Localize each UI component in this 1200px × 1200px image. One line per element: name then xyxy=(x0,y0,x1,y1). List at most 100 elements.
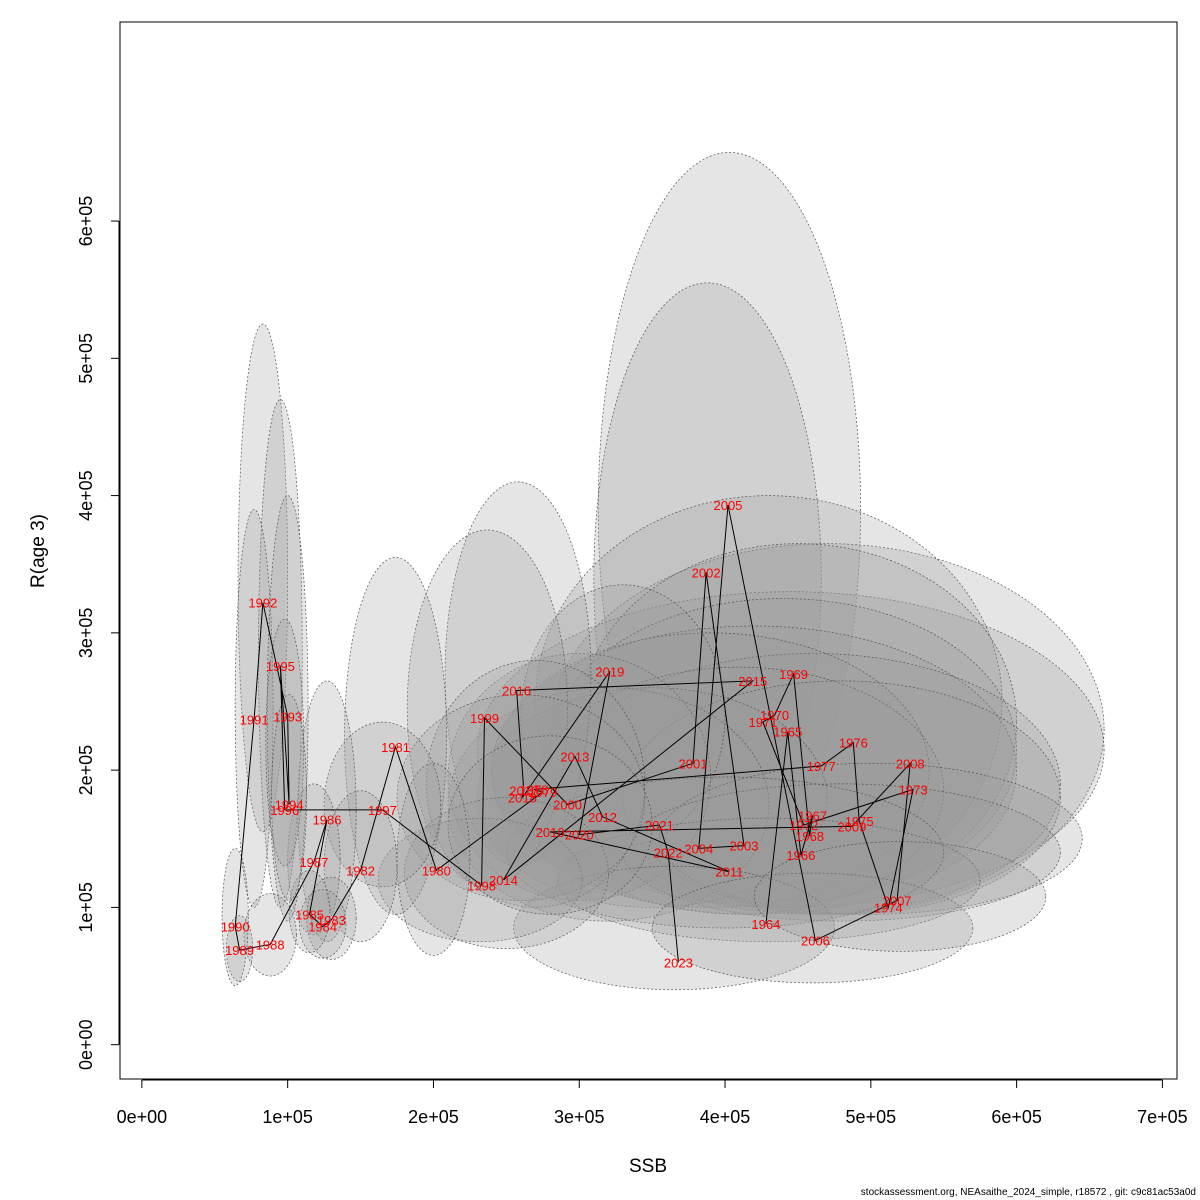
x-axis: 0e+00 1e+05 2e+05 3e+05 4e+05 5e+05 6e+05 7e+05 xyxy=(117,1079,1188,1127)
x-tick-label-6: 6e+05 xyxy=(991,1107,1042,1127)
ellipse-24 xyxy=(406,529,568,888)
year-label-2001: 2001 xyxy=(679,756,708,771)
year-label-2012: 2012 xyxy=(588,810,617,825)
year-label-2000: 2000 xyxy=(553,797,582,812)
x-tick-label-7: 7e+05 xyxy=(1137,1107,1188,1127)
year-label-2011: 2011 xyxy=(715,865,743,880)
year-label-1973: 1973 xyxy=(899,782,928,797)
trajectory-line xyxy=(234,505,914,963)
year-label-2013: 2013 xyxy=(560,749,589,764)
x-tick-label-2: 2e+05 xyxy=(408,1107,459,1127)
year-label-1982: 1982 xyxy=(346,863,375,878)
trajectory-lines xyxy=(234,505,914,963)
ellipse-12 xyxy=(476,687,828,908)
year-label-1999: 1999 xyxy=(470,711,499,726)
ellipse-16 xyxy=(659,762,1083,915)
x-tick-label-0: 0e+00 xyxy=(117,1107,168,1127)
ellipse-32 xyxy=(323,721,442,888)
year-label-1966: 1966 xyxy=(786,848,815,863)
ellipse-42 xyxy=(266,495,309,922)
ellipse-20 xyxy=(513,865,835,991)
ellipse-2 xyxy=(549,543,1105,915)
x-tick-label-5: 5e+05 xyxy=(846,1107,897,1127)
ellipse-41 xyxy=(234,508,274,908)
ellipse-17 xyxy=(622,783,1061,922)
year-label-2016: 2016 xyxy=(502,684,531,699)
ellipse-47 xyxy=(221,848,249,987)
year-label-1965: 1965 xyxy=(773,725,802,740)
ellipse-22 xyxy=(753,841,1047,952)
year-label-1968: 1968 xyxy=(795,829,824,844)
year-label-2017: 2017 xyxy=(509,784,538,799)
year-label-2021: 2021 xyxy=(645,818,674,833)
ellipse-29 xyxy=(447,735,653,915)
year-label-2019: 2019 xyxy=(595,664,624,679)
ellipse-15 xyxy=(520,584,726,846)
y-tick-label-6: 6e+05 xyxy=(76,196,96,247)
y-tick-label-4: 4e+05 xyxy=(76,470,96,521)
year-label-1997: 1997 xyxy=(368,803,397,818)
ellipse-7 xyxy=(491,625,1017,915)
year-label-1974: 1974 xyxy=(874,900,903,915)
year-label-1986: 1986 xyxy=(313,813,342,828)
year-label-2022: 2022 xyxy=(654,846,683,861)
ellipse-6 xyxy=(549,598,1017,901)
ellipse-34 xyxy=(297,680,357,943)
x-tick-label-1: 1e+05 xyxy=(262,1107,313,1127)
ellipse-8 xyxy=(564,653,1061,915)
year-label-2007: 2007 xyxy=(883,894,912,909)
ellipse-18 xyxy=(557,817,981,943)
year-label-2006: 2006 xyxy=(801,933,830,948)
year-label-2008: 2008 xyxy=(896,756,925,771)
y-tick-label-3: 3e+05 xyxy=(76,608,96,659)
ellipse-10 xyxy=(535,666,945,915)
year-label-1988: 1988 xyxy=(256,937,285,952)
year-label-1993: 1993 xyxy=(273,710,302,725)
year-label-1987: 1987 xyxy=(299,855,328,870)
year-label-1972: 1972 xyxy=(789,818,818,833)
year-label-2020: 2020 xyxy=(565,828,594,843)
y-axis-title: R(age 3) xyxy=(28,514,49,588)
year-label-2014: 2014 xyxy=(489,873,518,888)
year-label-1992: 1992 xyxy=(248,596,277,611)
y-tick-label-0: 0e+00 xyxy=(76,1019,96,1070)
x-tick-label-4: 4e+05 xyxy=(700,1107,751,1127)
ellipse-33 xyxy=(323,790,398,943)
year-label-1990: 1990 xyxy=(221,920,250,935)
year-label-1970: 1970 xyxy=(760,708,789,723)
year-label-2015: 2015 xyxy=(738,674,767,689)
ellipse-39 xyxy=(237,323,289,833)
year-label-2004: 2004 xyxy=(684,841,713,856)
footer-credit: stockassessment.org, NEAsaithe_2024_simp… xyxy=(860,1187,1196,1198)
y-tick-label-5: 5e+05 xyxy=(76,333,96,384)
x-axis-title: SSB xyxy=(629,1156,667,1177)
year-label-1981: 1981 xyxy=(381,740,410,755)
year-label-1989: 1989 xyxy=(225,943,254,958)
year-label-1975: 1975 xyxy=(845,814,874,829)
year-label-1979: 1979 xyxy=(528,785,557,800)
year-label-2018: 2018 xyxy=(508,791,537,806)
year-label-1985: 1985 xyxy=(295,907,324,922)
year-label-1980: 1980 xyxy=(422,863,451,878)
ellipse-25 xyxy=(425,659,646,908)
ellipse-31 xyxy=(396,762,471,956)
year-label-1991: 1991 xyxy=(240,712,269,727)
year-label-2023: 2023 xyxy=(664,955,693,970)
ellipse-28 xyxy=(403,797,609,949)
y-axis: 0e+00 1e+05 2e+05 3e+05 4e+05 5e+05 6e+05 xyxy=(76,196,120,1070)
ellipse-45 xyxy=(243,893,297,977)
year-label-1996: 1996 xyxy=(270,803,299,818)
ellipse-4 xyxy=(535,495,1003,908)
year-label-2002: 2002 xyxy=(692,565,721,580)
year-label-2005: 2005 xyxy=(713,498,742,513)
year-label-2009: 2009 xyxy=(837,819,866,834)
year-label-2003: 2003 xyxy=(730,839,759,854)
year-label-1964: 1964 xyxy=(751,917,780,932)
ellipse-11 xyxy=(622,680,1061,915)
y-tick-label-1: 1e+05 xyxy=(76,882,96,933)
year-label-1983: 1983 xyxy=(317,913,346,928)
year-label-2010: 2010 xyxy=(536,825,565,840)
year-label-1995: 1995 xyxy=(266,659,295,674)
